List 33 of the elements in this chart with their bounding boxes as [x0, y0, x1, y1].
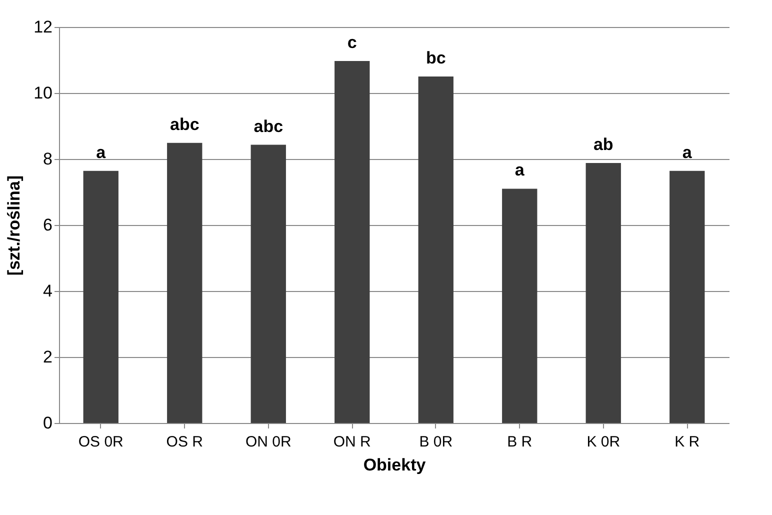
annotation: a — [682, 142, 692, 162]
x-tick-label: OS 0R — [78, 434, 124, 450]
bar — [418, 76, 454, 423]
y-tick-label: 6 — [43, 216, 52, 234]
x-tick-label: K R — [674, 434, 700, 450]
bar — [502, 188, 538, 423]
y-axis-title: [szt./roślina] — [4, 175, 24, 276]
x-tick-label: K 0R — [586, 434, 620, 450]
x-tick-label: B R — [507, 434, 532, 450]
x-tick-label: OS R — [166, 434, 204, 450]
bar — [167, 142, 202, 423]
bar — [670, 170, 705, 423]
annotation: bc — [426, 48, 446, 68]
annotation: abc — [254, 116, 284, 136]
x-tick-label: ON R — [333, 434, 372, 450]
annotation: ab — [593, 134, 614, 154]
annotation: a — [96, 142, 106, 162]
y-tick-label: 4 — [43, 282, 52, 300]
annotation: c — [347, 32, 357, 52]
bar — [250, 144, 286, 423]
bar — [586, 162, 621, 423]
y-tick-label: 8 — [43, 150, 52, 168]
y-tick-label: 10 — [34, 84, 52, 102]
y-tick-label: 12 — [34, 18, 52, 36]
annotation: a — [514, 160, 525, 180]
y-tick-label: 2 — [43, 348, 52, 366]
x-tick-label: ON 0R — [245, 434, 292, 450]
bar — [83, 170, 118, 423]
bar — [334, 60, 370, 423]
annotation: abc — [170, 114, 200, 134]
x-tick-label: B 0R — [419, 434, 453, 450]
y-tick-label: 0 — [43, 414, 52, 432]
x-axis-title: Obiekty — [363, 456, 426, 474]
